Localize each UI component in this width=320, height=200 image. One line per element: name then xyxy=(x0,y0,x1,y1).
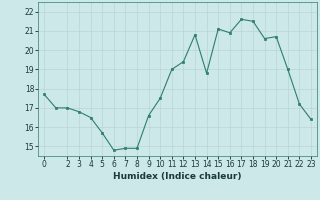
X-axis label: Humidex (Indice chaleur): Humidex (Indice chaleur) xyxy=(113,172,242,181)
